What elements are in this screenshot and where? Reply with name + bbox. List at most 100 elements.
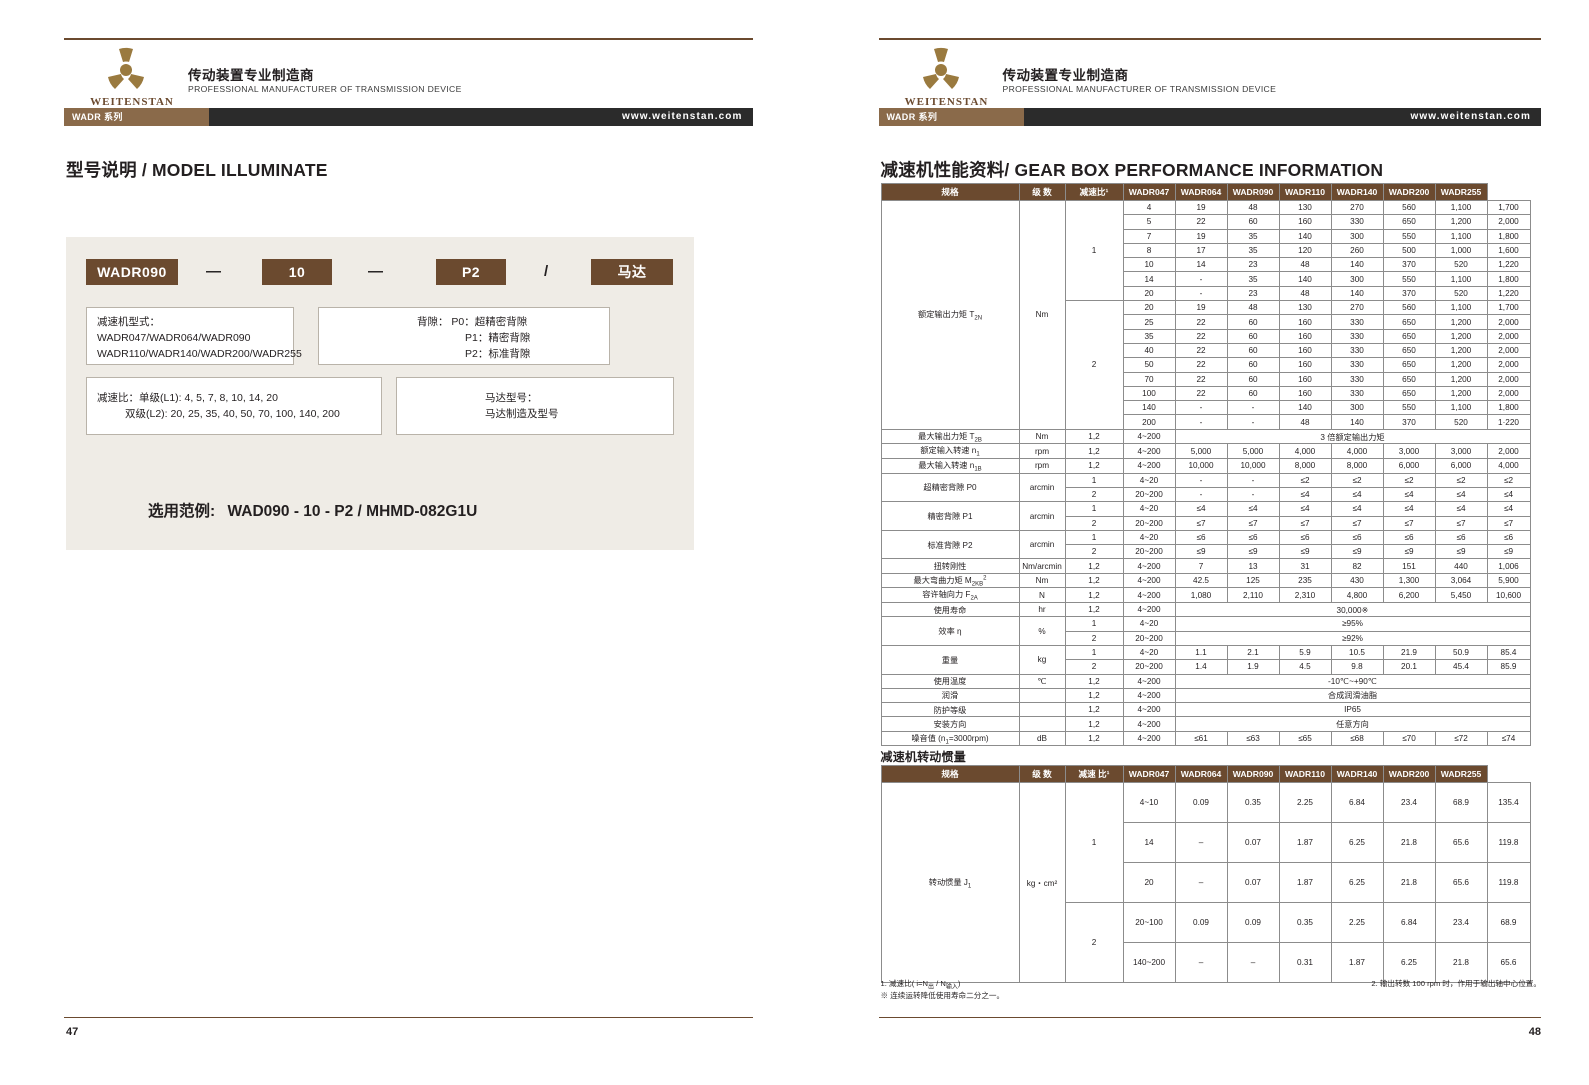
- value-cell: ≤4: [1278, 501, 1332, 517]
- col-header: 级 数: [1018, 765, 1066, 783]
- value-cell: 1,200: [1434, 328, 1488, 344]
- page-title-left-cn: 型号说明 /: [66, 160, 147, 180]
- website-url[interactable]: www.weitenstan.com: [621, 111, 743, 122]
- value-cell: 23: [1226, 285, 1280, 302]
- value-cell: 1,080: [1174, 587, 1228, 604]
- ratio-cell: 20~200: [1122, 659, 1176, 675]
- stage-cell: 2: [1064, 630, 1124, 646]
- ratio-cell: 20~200: [1122, 515, 1176, 531]
- value-cell: 65.6: [1434, 822, 1488, 863]
- value-cell: 3,000: [1382, 443, 1436, 460]
- value-cell: ≤2: [1434, 472, 1488, 488]
- page-title-right: 减速机性能资料/ GEAR BOX PERFORMANCE INFORMATIO…: [881, 157, 1384, 182]
- table-row: 润滑 1,2 4~200 合成润滑油脂: [880, 687, 1531, 704]
- row-unit: %: [1018, 616, 1066, 646]
- table-row: 额定输入转速 n1 rpm 1,2 4~200 5,000 5,000 4,000 4,000…: [880, 443, 1531, 460]
- value-cell: 520: [1434, 285, 1488, 302]
- value-cell: ≤2: [1278, 472, 1332, 488]
- value-cell: 1,000: [1434, 242, 1488, 259]
- value-cell: 65.6: [1434, 862, 1488, 903]
- stage-cell: 1: [1064, 529, 1124, 546]
- value-cell: 0.09: [1174, 782, 1228, 823]
- value-cell: 10,600: [1486, 587, 1531, 604]
- value-cell: 270: [1330, 199, 1384, 216]
- header-rule-right: [878, 38, 1541, 40]
- col-header: WADR140: [1330, 183, 1384, 201]
- ratio-cell: 4~20: [1122, 529, 1176, 546]
- row-label: 扭转刚性: [880, 558, 1020, 574]
- value-cell: 1.87: [1330, 942, 1384, 983]
- value-cell: 1.1: [1174, 644, 1228, 661]
- value-cell: 2,000: [1486, 328, 1531, 344]
- value-cell: -: [1174, 486, 1228, 503]
- col-header: WADR047: [1122, 183, 1176, 201]
- value-cell: 6.25: [1330, 822, 1384, 863]
- value-cell: 48: [1278, 285, 1332, 302]
- col-header: WADR064: [1174, 765, 1228, 783]
- row-label: 最大弯曲力矩 M2KB2: [880, 572, 1020, 589]
- stage-cell: 1,2: [1064, 558, 1124, 574]
- col-header: WADR200: [1382, 765, 1436, 783]
- ratio-cell: 10: [1122, 257, 1176, 273]
- table-row: 转动惯量 J1 kg・cm² 1 4~10 0.09 0.35 2.25 6.84 23.4 68…: [880, 782, 1531, 983]
- ratio-cell: 20: [1122, 862, 1176, 903]
- separator-3: /: [544, 263, 549, 280]
- ratio-cell: 20~200: [1122, 630, 1176, 646]
- table-row: 140~200– –0.31 1.87 6.25 21.8 65.6: [881, 942, 1531, 983]
- logo-wordmark: WEITENSTAN: [90, 96, 174, 108]
- value-cell: ≤7: [1382, 515, 1436, 531]
- row-unit: ℃: [1018, 673, 1066, 689]
- value-cell: 520: [1434, 414, 1488, 430]
- page-number-right: 48: [1528, 1026, 1541, 1038]
- ratio-cell: 4~200: [1122, 716, 1176, 732]
- value-cell: 1,200: [1434, 314, 1488, 330]
- ratio-cell: 70: [1122, 371, 1176, 387]
- table-row: 最大输出力矩 T2B Nm 1,2 4~200 3 倍额定输出力矩: [880, 428, 1531, 445]
- value-cell: 125: [1226, 572, 1280, 589]
- ratio-cell: 200: [1122, 414, 1176, 430]
- value-cell: 1.87: [1278, 822, 1332, 863]
- ratio-cell: 4~200: [1122, 428, 1176, 445]
- inertia-title: 减速机转动惯量: [880, 750, 966, 764]
- motor-line1: 马达型号：: [485, 392, 538, 404]
- value-cell: 2,000: [1486, 371, 1531, 387]
- table-row: 使用寿命 hr 1,2 4~200 30,000※: [880, 602, 1531, 618]
- model-type-line2: WADR047/WADR064/WADR090: [97, 332, 251, 344]
- value-cell-merged: ≥95%: [1174, 616, 1531, 632]
- website-url-right[interactable]: www.weitenstan.com: [1410, 111, 1531, 122]
- stage-cell: 1,2: [1064, 702, 1124, 718]
- table-row: 50 22 60 160 330 650 1,200 2,000: [881, 357, 1531, 373]
- ratio-cell: 25: [1122, 314, 1176, 330]
- col-header: WADR110: [1278, 765, 1332, 783]
- model-illuminate-panel: WADR090 — 10 — P2 / 马达 减速机型式： WADR047/WA…: [66, 237, 694, 550]
- stage-cell: 1: [1064, 501, 1124, 517]
- value-cell: 270: [1330, 300, 1384, 316]
- value-cell: 135.4: [1486, 782, 1531, 823]
- value-cell: 370: [1382, 285, 1436, 302]
- stage-cell: 1,2: [1064, 443, 1124, 460]
- value-cell: 330: [1330, 214, 1384, 230]
- value-cell: 1,800: [1486, 400, 1531, 416]
- value-cell: ≤9: [1174, 544, 1228, 560]
- ratio-cell: 4~200: [1122, 443, 1176, 460]
- value-cell: ≤4: [1278, 486, 1332, 503]
- row-unit: Nm: [1018, 572, 1066, 589]
- row-unit: kg・cm²: [1018, 782, 1066, 983]
- value-cell: 0.09: [1174, 902, 1228, 943]
- row-label: 超精密背隙 P0: [880, 472, 1020, 503]
- value-cell: 1,300: [1382, 572, 1436, 589]
- value-cell: 550: [1382, 400, 1436, 416]
- row-label: 效率 η: [880, 616, 1020, 646]
- value-cell: 8,000: [1278, 458, 1332, 474]
- row-unit: rpm: [1018, 443, 1066, 460]
- table-row: 重量 kg 1 4~20 1.1 2.1 5.9 10.5 21.9 50.9 85.4: [880, 644, 1531, 675]
- value-cell: 60: [1226, 371, 1280, 387]
- value-cell: 300: [1330, 400, 1384, 416]
- value-cell: 6,200: [1382, 587, 1436, 604]
- model-type-box: 减速机型式： WADR047/WADR064/WADR090 WADR110/W…: [86, 307, 302, 365]
- col-header: WADR200: [1382, 183, 1436, 201]
- stage-cell: 1,2: [1064, 687, 1124, 704]
- ratio-cell: 4~20: [1122, 472, 1176, 488]
- value-cell: 42.5: [1174, 572, 1228, 589]
